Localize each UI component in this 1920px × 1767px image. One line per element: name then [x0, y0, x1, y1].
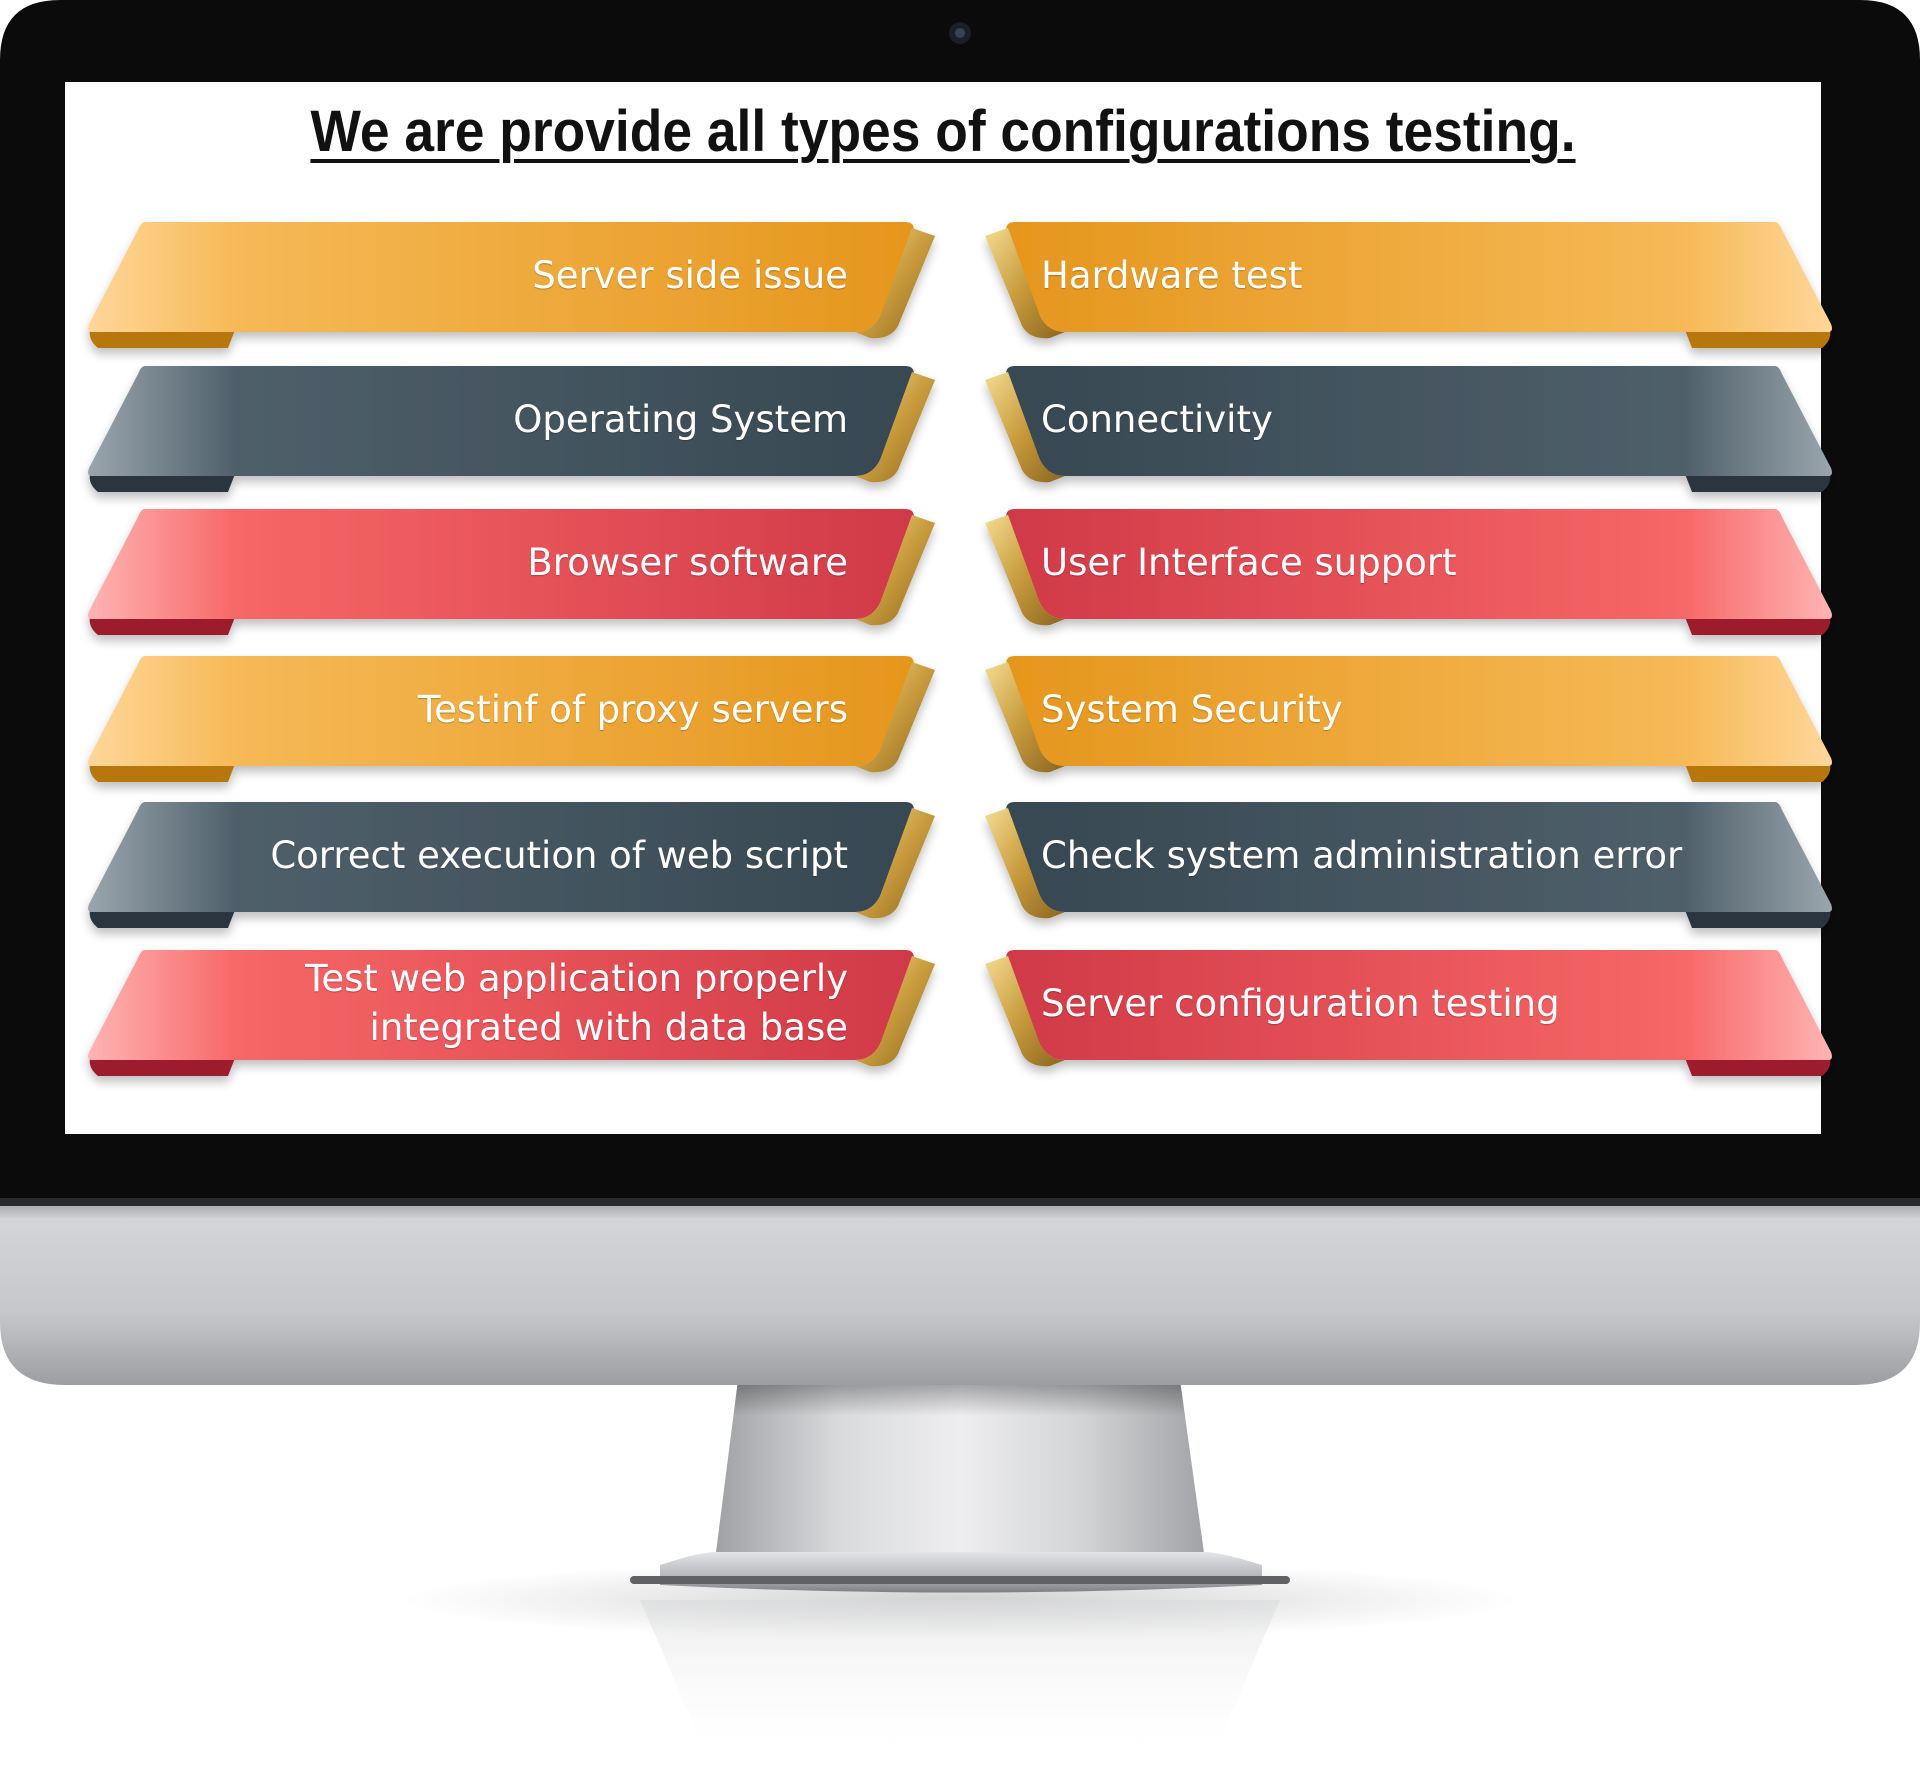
ribbon-row — [88, 509, 1832, 635]
ribbon-label-line: User Interface support — [1041, 540, 1457, 584]
ribbon-right — [1006, 509, 1832, 619]
ribbon-label-line: Operating System — [513, 397, 848, 441]
ribbon-right-fold — [985, 662, 1065, 773]
ribbon-label-line: Test web application properly — [305, 957, 848, 1000]
ribbon-right-label: Server configuration testing — [1041, 979, 1841, 1028]
ribbon-left-tail — [89, 617, 236, 635]
ribbon-right-tail — [1685, 764, 1831, 782]
ribbon-left-tail — [89, 764, 236, 782]
stand-base — [660, 1552, 1262, 1593]
ribbon-row — [88, 950, 1832, 1076]
ribbon-left — [88, 656, 914, 766]
ribbon-left-fold — [855, 372, 935, 483]
ribbon-right-label: Hardware test — [1041, 251, 1841, 300]
ribbon-label-line: Testinf of proxy servers — [417, 687, 848, 731]
ribbon-right-label: Check system administration error — [1041, 831, 1841, 880]
monitor-chin — [0, 1205, 1920, 1385]
ribbon-left-label: Server side issue — [48, 251, 848, 300]
ribbon-left — [88, 509, 914, 619]
ribbon-right-fold — [985, 956, 1065, 1067]
ribbon-row — [88, 366, 1832, 492]
ribbon-right — [1006, 366, 1832, 476]
ribbon-right-label: System Security — [1041, 685, 1841, 734]
ribbon-right-tail — [1685, 330, 1831, 348]
ribbon-label-line: Hardware test — [1041, 253, 1303, 297]
ribbon-right-tail — [1685, 617, 1831, 635]
ribbon-label-line: Server side issue — [532, 253, 848, 297]
ribbon-right-tail — [1685, 1058, 1831, 1076]
ribbon-left-fold — [855, 515, 935, 626]
ribbon-right-tail — [1685, 474, 1831, 492]
ribbon-left-fold — [855, 956, 935, 1067]
ribbon-right — [1006, 222, 1832, 332]
page-title: We are provide all types of configuratio… — [310, 99, 1576, 164]
ribbon-left-tail — [89, 910, 236, 928]
ribbon-right-label: User Interface support — [1041, 538, 1841, 587]
ribbon-right-label: Connectivity — [1041, 395, 1841, 444]
ribbon-label-line: Server configuration testing — [1041, 981, 1560, 1025]
ribbon-row — [88, 802, 1832, 928]
ribbon-right-fold — [985, 228, 1065, 339]
ribbon-left — [88, 950, 914, 1060]
ribbon-left-label: Browser software — [48, 538, 848, 587]
ribbon-right-fold — [985, 515, 1065, 626]
ribbon-right — [1006, 802, 1832, 912]
ribbon-label-line: Browser software — [527, 540, 848, 584]
ribbon-left-fold — [855, 808, 935, 919]
ribbon-left-label: Correct execution of web script — [48, 831, 848, 880]
ribbon-left — [88, 366, 914, 476]
ribbon-label-line: Check system administration error — [1041, 833, 1683, 877]
ribbon-left-label: Operating System — [48, 395, 848, 444]
ribbon-right-fold — [985, 372, 1065, 483]
ribbon-left-fold — [855, 662, 935, 773]
ribbon-left-tail — [89, 1058, 236, 1076]
ribbon-left — [88, 802, 914, 912]
ribbon-left-label: Test web application properly integrated … — [48, 954, 848, 1052]
ribbon-right-fold — [985, 808, 1065, 919]
ribbon-label-line: integrated with data base — [369, 1006, 848, 1049]
ribbon-left — [88, 222, 914, 332]
ribbon-row — [88, 656, 1832, 782]
ribbon-label-line: Correct execution of web script — [270, 833, 848, 877]
ribbon-left-fold — [855, 228, 935, 339]
ribbon-label-line: System Security — [1041, 687, 1343, 731]
ribbon-right — [1006, 656, 1832, 766]
ribbon-left-label: Testinf of proxy servers — [48, 685, 848, 734]
ribbon-left-tail — [89, 330, 236, 348]
ribbon-left-tail — [89, 474, 236, 492]
ribbon-right — [1006, 950, 1832, 1060]
ribbon-label-line: Connectivity — [1041, 397, 1273, 441]
ribbon-grid — [88, 222, 1832, 1076]
ribbon-right-tail — [1685, 910, 1831, 928]
stand-reflection — [640, 1600, 1280, 1762]
ribbon-row — [88, 222, 1832, 348]
